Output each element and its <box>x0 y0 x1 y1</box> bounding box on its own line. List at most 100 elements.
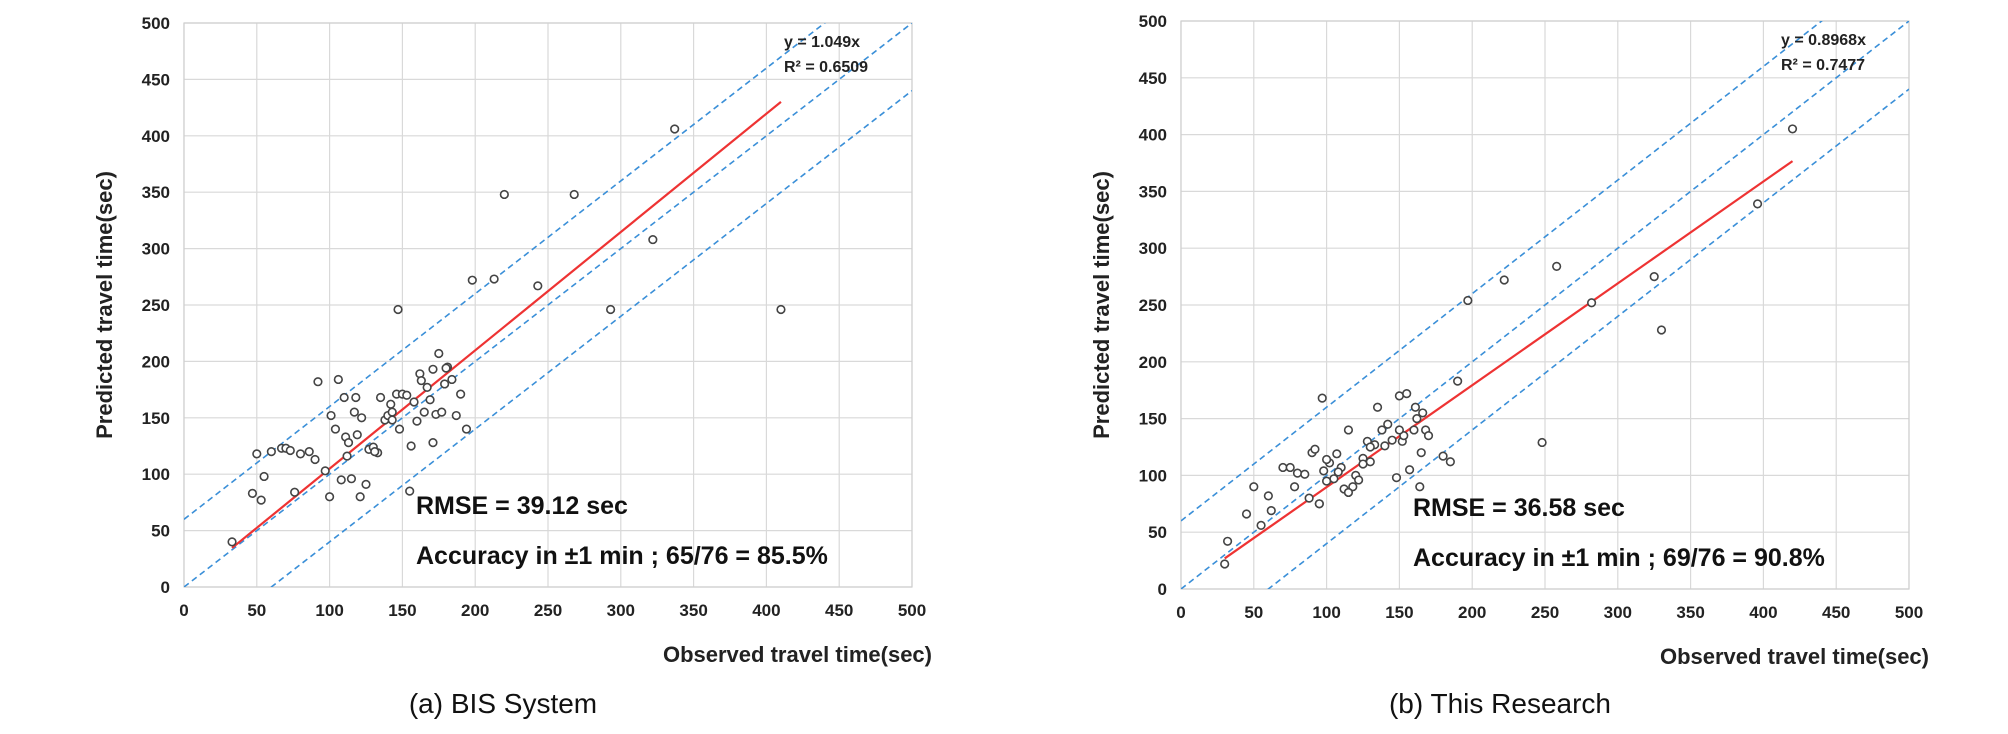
y-tick-label: 100 <box>1139 466 1167 485</box>
regression-equation: y = 0.8968x <box>1781 32 1866 49</box>
x-tick-label: 350 <box>1676 603 1704 622</box>
y-tick-label: 450 <box>1139 69 1167 88</box>
data-point <box>252 449 262 459</box>
data-point <box>1314 499 1324 509</box>
data-point <box>1383 419 1393 429</box>
data-point <box>266 447 276 457</box>
data-point <box>648 234 658 245</box>
panel-caption: (a) BIS System <box>409 688 597 719</box>
data-point <box>1332 449 1342 459</box>
x-tick-label: 50 <box>1244 603 1263 622</box>
data-point <box>606 304 616 315</box>
regression-line <box>231 101 782 549</box>
y-tick-label: 350 <box>142 183 170 202</box>
y-tick-label: 350 <box>1139 182 1167 201</box>
x-tick-label: 100 <box>1312 603 1340 622</box>
data-point <box>434 348 444 359</box>
data-point <box>419 407 429 417</box>
data-point <box>1310 444 1320 454</box>
lower-band-line <box>1267 88 1909 589</box>
data-point <box>1343 425 1354 435</box>
y-tick-label: 300 <box>142 240 170 259</box>
data-point <box>461 424 472 434</box>
data-point <box>336 475 346 485</box>
data-point <box>1329 474 1339 484</box>
upper-band-line <box>184 23 826 520</box>
data-point <box>1317 393 1327 403</box>
data-point <box>428 438 438 448</box>
data-point <box>1552 261 1562 271</box>
panel-caption: (b) This Research <box>1389 688 1611 719</box>
data-point <box>361 479 371 489</box>
data-point <box>422 382 432 392</box>
regression-equation: y = 1.049x <box>784 34 860 51</box>
data-point <box>355 492 365 502</box>
data-point <box>1404 465 1415 475</box>
data-point <box>227 537 237 547</box>
data-point <box>351 392 361 403</box>
lower-band-line <box>270 90 912 587</box>
data-points <box>227 124 786 547</box>
y-tick-label: 450 <box>142 70 170 89</box>
data-point <box>1304 493 1314 503</box>
data-point <box>428 364 438 374</box>
data-point <box>1241 509 1252 519</box>
data-point <box>352 430 362 440</box>
data-point <box>499 189 509 200</box>
data-point <box>670 124 680 134</box>
data-point <box>437 407 447 417</box>
x-tick-label: 0 <box>1176 603 1185 622</box>
x-tick-label: 150 <box>1385 603 1413 622</box>
data-point <box>1321 454 1332 465</box>
data-point <box>346 474 357 484</box>
y-axis-title: Predicted travel time(sec) <box>92 171 117 439</box>
data-point <box>1586 298 1597 308</box>
data-point <box>313 377 323 387</box>
data-point <box>1649 272 1659 282</box>
data-point <box>259 471 269 482</box>
data-point <box>387 407 397 417</box>
data-point <box>1656 325 1667 335</box>
identity-line <box>1181 21 1909 589</box>
data-point <box>325 492 335 502</box>
data-point <box>409 397 419 407</box>
data-point <box>416 375 426 386</box>
upper-band-line <box>1181 21 1823 522</box>
data-point <box>1463 295 1473 306</box>
data-point <box>349 407 359 417</box>
data-point <box>440 379 450 389</box>
data-point <box>1256 520 1266 530</box>
x-tick-label: 450 <box>1822 603 1850 622</box>
r-squared: R² = 0.6509 <box>784 59 868 76</box>
y-tick-label: 200 <box>1139 353 1167 372</box>
data-point <box>1415 482 1425 492</box>
x-tick-label: 250 <box>534 601 562 620</box>
data-point <box>1394 391 1404 401</box>
data-point <box>533 281 543 291</box>
r-squared: R² = 0.7477 <box>1781 57 1865 74</box>
data-point <box>387 415 397 425</box>
data-point <box>1249 482 1259 492</box>
data-point <box>1537 437 1547 448</box>
data-point <box>1289 482 1300 492</box>
x-axis-title: Observed travel time(sec) <box>1660 644 1929 669</box>
data-point <box>1292 468 1303 478</box>
x-tick-label: 50 <box>247 601 266 620</box>
data-point <box>310 454 320 465</box>
accuracy-label: Accuracy in ±1 min ; 65/76 = 85.5% <box>416 542 828 570</box>
data-points <box>1220 124 1798 569</box>
data-point <box>1321 476 1332 486</box>
data-point <box>447 374 457 385</box>
identity-line <box>184 23 912 587</box>
x-tick-label: 300 <box>1604 603 1632 622</box>
data-point <box>1372 402 1383 412</box>
y-tick-label: 50 <box>151 522 170 541</box>
x-tick-label: 150 <box>388 601 416 620</box>
data-point <box>343 438 354 448</box>
y-tick-label: 400 <box>142 127 170 146</box>
data-point <box>285 445 295 456</box>
data-point <box>1333 467 1343 477</box>
data-point <box>1319 466 1329 476</box>
y-tick-label: 100 <box>142 465 170 484</box>
